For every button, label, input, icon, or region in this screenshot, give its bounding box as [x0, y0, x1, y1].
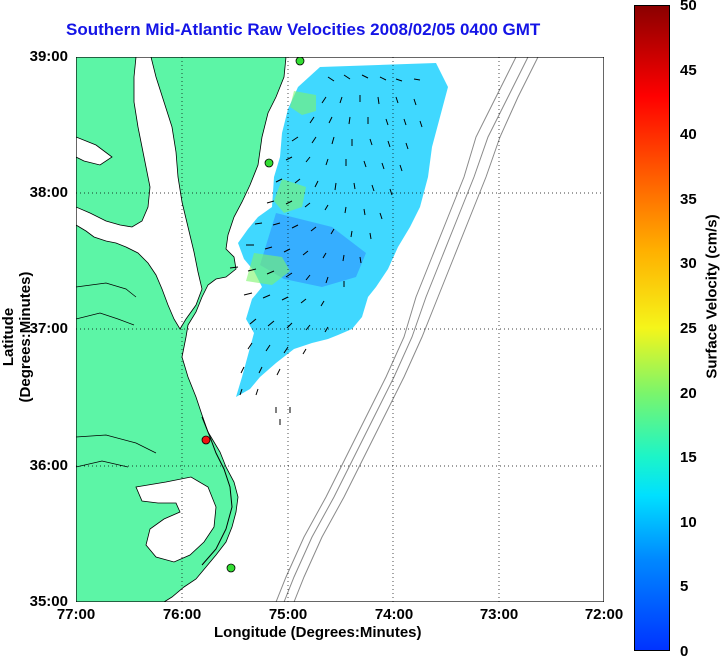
velocity-field — [229, 63, 448, 425]
y-tick-label: 35:00 — [29, 593, 68, 610]
x-tick-label: 76:00 — [162, 606, 202, 623]
colorbar-tick: 40 — [680, 126, 697, 143]
x-tick-label: 77:00 — [56, 606, 96, 623]
colorbar-tick: 50 — [680, 0, 697, 14]
colorbar-tick: 20 — [680, 385, 697, 402]
graticule — [76, 57, 604, 602]
colorbar-tick: 45 — [680, 62, 697, 79]
radar-site-marker — [264, 158, 274, 168]
radar-site-marker-alert — [201, 435, 211, 445]
colorbar-title: Surface Velocity (cm/s) — [703, 214, 721, 379]
colorbar-tick: 30 — [680, 255, 697, 272]
colorbar-tick: 35 — [680, 191, 697, 208]
bathymetry-contours — [275, 57, 539, 602]
x-tick-label: 74:00 — [374, 606, 414, 623]
map-title: Southern Mid-Atlantic Raw Velocities 200… — [66, 20, 541, 39]
radar-site-marker — [295, 57, 305, 66]
y-tick-label: 39:00 — [29, 48, 68, 65]
y-tick-label: 36:00 — [29, 457, 68, 474]
x-tick-label: 75:00 — [268, 606, 308, 623]
colorbar-tick: 15 — [680, 449, 697, 466]
colorbar-tick: 10 — [680, 514, 697, 531]
x-axis-title: Longitude (Degrees:Minutes) — [214, 624, 422, 641]
y-axis-title: Latitude (Degrees:Minutes) — [0, 271, 34, 403]
colorbar-tick: 25 — [680, 320, 697, 337]
y-tick-label: 38:00 — [29, 184, 68, 201]
map-plot-area — [76, 57, 604, 602]
colorbar-tick: 0 — [680, 643, 689, 660]
x-tick-label: 73:00 — [479, 606, 519, 623]
radar-site-marker — [226, 563, 236, 573]
colorbar-tick: 5 — [680, 578, 689, 595]
y-tick-label: 37:00 — [29, 320, 68, 337]
colorbar — [634, 5, 670, 651]
x-tick-label: 72:00 — [584, 606, 624, 623]
